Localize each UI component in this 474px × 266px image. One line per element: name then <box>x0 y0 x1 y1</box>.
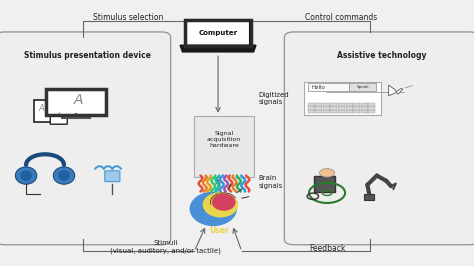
FancyBboxPatch shape <box>0 32 171 245</box>
FancyBboxPatch shape <box>346 103 353 106</box>
FancyBboxPatch shape <box>323 103 330 106</box>
FancyBboxPatch shape <box>361 103 368 106</box>
FancyBboxPatch shape <box>346 110 353 113</box>
Ellipse shape <box>190 192 237 226</box>
Text: Stimuli
(visual, auditory, and/or tactile): Stimuli (visual, auditory, and/or tactil… <box>110 240 221 254</box>
FancyBboxPatch shape <box>314 176 335 192</box>
Ellipse shape <box>53 167 75 184</box>
Text: Digitized
signals: Digitized signals <box>258 92 289 105</box>
Polygon shape <box>180 45 256 52</box>
FancyBboxPatch shape <box>284 32 474 245</box>
FancyBboxPatch shape <box>308 110 315 113</box>
Ellipse shape <box>15 167 36 184</box>
FancyBboxPatch shape <box>308 106 315 110</box>
FancyBboxPatch shape <box>46 90 106 115</box>
FancyBboxPatch shape <box>338 106 345 110</box>
FancyBboxPatch shape <box>338 103 345 106</box>
FancyBboxPatch shape <box>323 110 330 113</box>
Polygon shape <box>389 85 403 96</box>
FancyBboxPatch shape <box>323 106 330 110</box>
Circle shape <box>319 169 335 177</box>
Text: Feedback: Feedback <box>309 244 345 253</box>
FancyBboxPatch shape <box>353 110 360 113</box>
FancyBboxPatch shape <box>353 106 360 110</box>
FancyBboxPatch shape <box>361 110 368 113</box>
Text: Computer: Computer <box>199 30 237 36</box>
Text: Brain
signals: Brain signals <box>258 176 283 189</box>
FancyBboxPatch shape <box>330 106 337 110</box>
FancyBboxPatch shape <box>338 110 345 113</box>
FancyBboxPatch shape <box>364 194 374 200</box>
FancyBboxPatch shape <box>315 106 322 110</box>
FancyBboxPatch shape <box>330 110 337 113</box>
Ellipse shape <box>202 204 210 211</box>
FancyBboxPatch shape <box>105 171 120 182</box>
FancyBboxPatch shape <box>50 109 67 124</box>
Ellipse shape <box>58 170 70 181</box>
Text: A: A <box>39 104 45 113</box>
Text: Assistive technology: Assistive technology <box>337 51 426 60</box>
FancyBboxPatch shape <box>308 103 315 106</box>
Text: A: A <box>57 113 61 117</box>
Text: Stimulus selection: Stimulus selection <box>93 13 163 22</box>
FancyBboxPatch shape <box>346 106 353 110</box>
FancyBboxPatch shape <box>34 100 63 122</box>
FancyBboxPatch shape <box>368 110 375 113</box>
Text: Control commands: Control commands <box>305 13 377 22</box>
Text: Hello: Hello <box>311 85 325 90</box>
FancyBboxPatch shape <box>368 106 375 110</box>
FancyBboxPatch shape <box>186 20 250 46</box>
Ellipse shape <box>20 170 32 181</box>
FancyBboxPatch shape <box>368 103 375 106</box>
FancyBboxPatch shape <box>330 103 337 106</box>
Ellipse shape <box>212 194 236 211</box>
Text: Stimulus presentation device: Stimulus presentation device <box>24 51 151 60</box>
Text: Speak: Speak <box>356 85 369 89</box>
FancyBboxPatch shape <box>353 103 360 106</box>
FancyBboxPatch shape <box>308 83 349 91</box>
FancyBboxPatch shape <box>315 103 322 106</box>
Ellipse shape <box>202 192 238 218</box>
Text: Signal
acquisition
hardware: Signal acquisition hardware <box>207 131 241 148</box>
Text: User: User <box>209 226 229 235</box>
FancyBboxPatch shape <box>349 83 376 91</box>
FancyBboxPatch shape <box>304 82 381 115</box>
FancyBboxPatch shape <box>361 106 368 110</box>
FancyBboxPatch shape <box>194 116 254 177</box>
FancyBboxPatch shape <box>315 110 322 113</box>
Text: A: A <box>73 93 83 107</box>
